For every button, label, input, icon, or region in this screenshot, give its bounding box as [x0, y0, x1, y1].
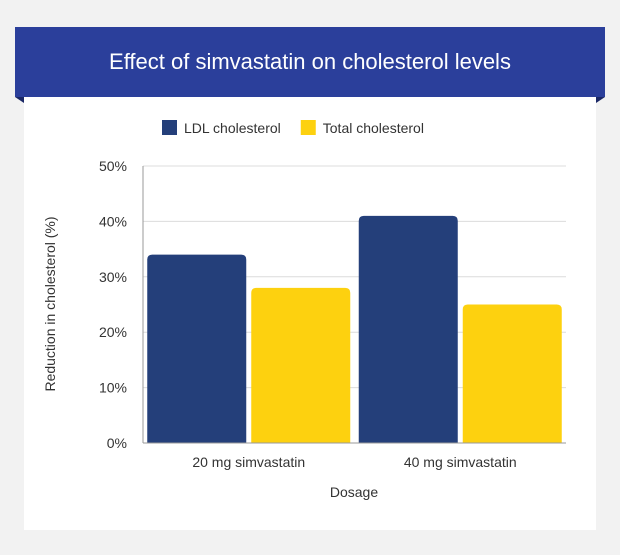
y-tick-label: 40%	[99, 213, 127, 229]
x-tick-label: 20 mg simvastatin	[192, 454, 305, 470]
y-axis-label: Reduction in cholesterol (%)	[42, 216, 58, 391]
banner-fold-right	[596, 97, 605, 103]
bar-ldl-cholesterol	[147, 254, 247, 443]
legend-label: LDL cholesterol	[184, 120, 281, 136]
legend-swatch	[300, 120, 316, 135]
bar-total-cholesterol	[462, 304, 562, 443]
legend-swatch	[162, 120, 177, 135]
y-tick-label: 10%	[99, 380, 127, 396]
legend-label: Total cholesterol	[323, 120, 424, 136]
banner-fold-left	[15, 97, 24, 103]
bar-total-cholesterol	[251, 287, 351, 443]
chart-title: Effect of simvastatin on cholesterol lev…	[15, 27, 605, 97]
x-axis-label: Dosage	[330, 484, 378, 500]
y-tick-label: 0%	[107, 435, 127, 451]
bar-ldl-cholesterol	[358, 215, 458, 443]
y-tick-label: 50%	[99, 158, 127, 174]
y-tick-label: 20%	[99, 324, 127, 340]
y-tick-label: 30%	[99, 269, 127, 285]
axes: 0% 10% 20% 30% 40% 50% 20 mg simvastatin 40 mg …	[99, 158, 566, 470]
legend: LDL cholesterol Total cholesterol	[162, 120, 424, 136]
bars	[147, 215, 562, 443]
x-tick-label: 40 mg simvastatin	[404, 454, 517, 470]
